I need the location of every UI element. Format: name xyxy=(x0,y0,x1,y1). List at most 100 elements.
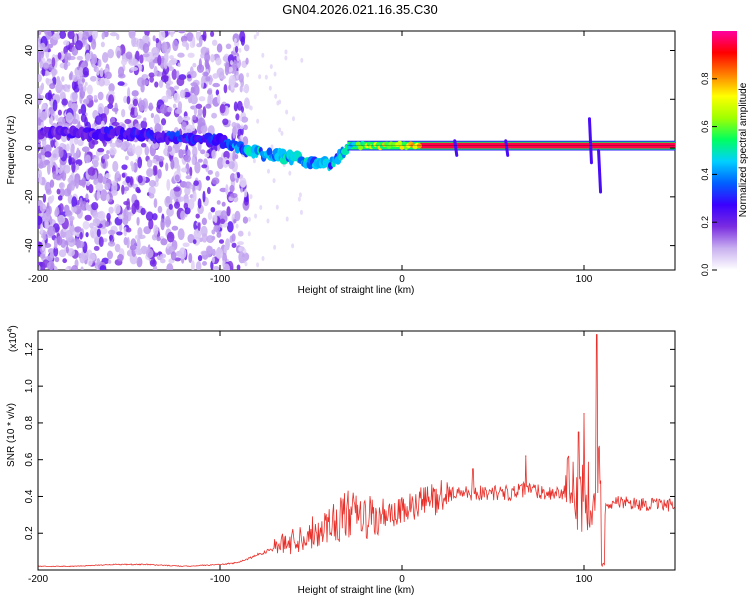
noise-speck xyxy=(231,233,236,242)
noise-speck xyxy=(200,125,208,133)
noise-speck xyxy=(182,116,191,121)
noise-speck xyxy=(173,201,181,209)
snr-y-tick-label: 0.6 xyxy=(24,452,35,466)
noise-speck xyxy=(170,57,178,65)
noise-speck xyxy=(46,261,55,270)
noise-speck xyxy=(77,139,84,147)
noise-speck xyxy=(41,177,46,186)
noise-speck xyxy=(102,175,108,185)
noise-speck xyxy=(103,105,110,116)
noise-speck xyxy=(97,210,106,221)
noise-speck xyxy=(51,149,60,161)
snr-x-tick-label: 0 xyxy=(399,574,405,585)
noise-speck xyxy=(130,107,135,116)
noise-speck xyxy=(160,118,167,126)
noise-speck xyxy=(269,64,273,70)
noise-speck xyxy=(115,138,123,148)
noise-speck xyxy=(39,42,46,53)
noise-speck xyxy=(237,241,244,246)
noise-speck xyxy=(230,85,234,91)
noise-speck xyxy=(43,242,52,248)
noise-speck xyxy=(101,51,109,63)
noise-speck xyxy=(49,115,54,126)
noise-speck xyxy=(226,221,234,233)
noise-speck xyxy=(161,41,168,54)
noise-speck xyxy=(38,241,43,248)
noise-speck xyxy=(44,92,53,100)
noise-speck xyxy=(51,68,58,76)
noise-speck xyxy=(197,108,203,116)
noise-speck xyxy=(192,36,196,47)
noise-speck xyxy=(166,207,174,217)
noise-speck xyxy=(211,39,218,46)
noise-speck xyxy=(216,200,221,205)
noise-speck xyxy=(65,209,72,216)
noise-speck xyxy=(114,203,121,215)
noise-speck xyxy=(165,162,169,172)
noise-speck xyxy=(270,144,274,150)
noise-speck xyxy=(96,67,100,76)
noise-speck xyxy=(105,172,111,179)
noise-speck xyxy=(176,77,185,87)
noise-speck xyxy=(53,237,58,250)
noise-speck xyxy=(215,247,224,259)
noise-speck xyxy=(97,91,104,101)
noise-speck xyxy=(217,94,221,104)
noise-speck xyxy=(85,181,91,187)
noise-speck xyxy=(160,258,166,264)
noise-speck xyxy=(195,213,200,219)
ridge-blob xyxy=(341,147,350,156)
noise-speck xyxy=(211,112,218,119)
noise-speck xyxy=(42,62,50,70)
noise-speck xyxy=(161,75,169,80)
colorbar-tick-label: 0.4 xyxy=(700,168,710,181)
noise-speck xyxy=(226,206,231,217)
noise-speck xyxy=(52,33,61,41)
noise-speck xyxy=(207,94,212,107)
noise-speck xyxy=(273,71,277,77)
noise-speck xyxy=(71,265,79,270)
noise-speck xyxy=(63,188,72,197)
noise-speck xyxy=(96,228,101,238)
noise-speck xyxy=(229,173,236,182)
noise-speck xyxy=(275,204,279,210)
noise-speck xyxy=(206,186,211,195)
noise-speck xyxy=(131,90,139,97)
noise-speck xyxy=(236,264,241,270)
noise-speck xyxy=(235,113,240,121)
noise-speck xyxy=(300,57,304,63)
colorbar: 0.0 0.2 0.4 0.6 0.8 Normalized spectral ampl… xyxy=(700,31,749,276)
noise-speck xyxy=(59,187,65,198)
noise-speck xyxy=(272,178,276,184)
noise-speck xyxy=(191,156,196,166)
noise-speck xyxy=(65,112,74,124)
noise-speck xyxy=(200,250,208,256)
snr-peak-point xyxy=(583,413,585,415)
noise-speck xyxy=(256,262,260,268)
noise-speck xyxy=(130,58,139,66)
noise-speck xyxy=(216,43,223,53)
noise-speck xyxy=(200,149,206,155)
noise-speck xyxy=(109,142,117,148)
noise-speck xyxy=(191,260,195,270)
noise-speck xyxy=(202,260,208,266)
noise-speck xyxy=(132,143,136,155)
noise-speck xyxy=(42,233,47,241)
noise-speck xyxy=(245,57,249,65)
noise-speck xyxy=(168,203,173,210)
noise-speck xyxy=(65,266,70,270)
noise-speck xyxy=(145,211,154,222)
noise-speck xyxy=(298,192,302,198)
noise-speck xyxy=(166,263,174,270)
noise-speck xyxy=(238,246,242,252)
noise-speck xyxy=(74,176,80,189)
noise-speck xyxy=(44,219,49,230)
noise-speck xyxy=(116,50,121,59)
noise-speck xyxy=(99,265,107,270)
noise-speck xyxy=(108,83,115,93)
noise-speck xyxy=(202,31,207,42)
noise-speck xyxy=(61,98,69,106)
noise-speck xyxy=(117,253,124,262)
snr-peak-point xyxy=(472,468,474,470)
